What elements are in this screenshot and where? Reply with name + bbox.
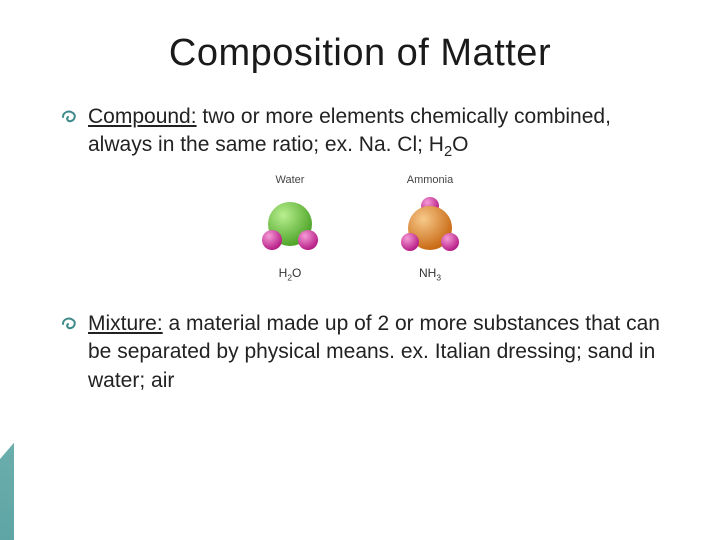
ammonia-formula-sub: 3 (436, 272, 441, 282)
term-mixture: Mixture: (88, 312, 163, 335)
molecule-row: Water H2O (60, 174, 660, 282)
tail-compound: O (452, 133, 468, 156)
def-mixture: a material made up of 2 or more substanc… (88, 312, 660, 392)
slide-container: Composition of Matter Compound: two or m… (0, 0, 720, 445)
sub-compound: 2 (444, 145, 452, 161)
ammonia-diagram (390, 192, 470, 262)
bullet-compound: Compound: two or more elements chemicall… (60, 103, 660, 160)
ammonia-label-bottom: NH3 (419, 266, 441, 282)
swirl-icon (60, 107, 80, 132)
term-compound: Compound: (88, 105, 197, 128)
ammonia-formula-prefix: NH (419, 266, 436, 280)
slide-title: Composition of Matter (60, 32, 660, 75)
water-label-bottom: H2O (279, 266, 302, 282)
water-diagram (250, 192, 330, 262)
ammonia-label-top: Ammonia (407, 174, 453, 188)
bullet-compound-text: Compound: two or more elements chemicall… (88, 103, 660, 160)
molecule-water: Water H2O (250, 174, 330, 282)
water-formula-suffix: O (292, 266, 301, 280)
bullet-mixture: Mixture: a material made up of 2 or more… (60, 310, 660, 395)
swirl-icon (60, 314, 80, 339)
water-label-top: Water (276, 174, 305, 188)
molecule-ammonia: Ammonia NH3 (390, 174, 470, 282)
bullet-mixture-text: Mixture: a material made up of 2 or more… (88, 310, 660, 395)
